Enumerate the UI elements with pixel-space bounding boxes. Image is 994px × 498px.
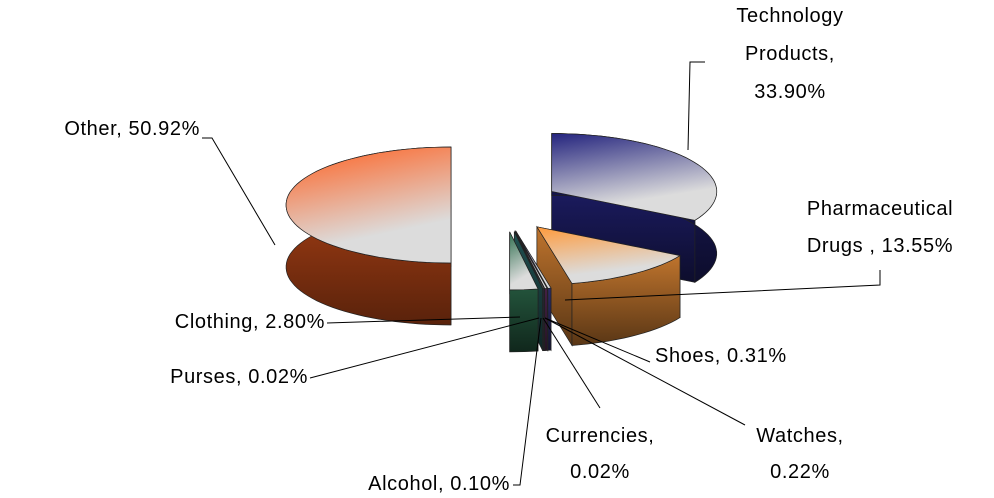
slice-top xyxy=(551,133,718,221)
leader-line xyxy=(326,316,521,324)
slice xyxy=(536,225,681,347)
slice-top xyxy=(513,231,544,290)
data-label: Currencies, 0.02% xyxy=(546,425,655,483)
slice-top xyxy=(509,231,539,291)
leader-line xyxy=(687,61,705,151)
data-label: Alcohol, 0.10% xyxy=(368,473,510,495)
slice-top xyxy=(285,146,452,264)
leader-line xyxy=(544,317,651,363)
slice-top xyxy=(536,226,681,284)
leader-line xyxy=(564,270,881,301)
slice-top xyxy=(514,231,548,289)
slice xyxy=(509,231,539,353)
slice-wall xyxy=(509,288,539,353)
data-label: Watches, 0.22% xyxy=(756,425,843,483)
data-label: Purses, 0.02% xyxy=(170,366,308,388)
leader-line xyxy=(542,317,601,409)
data-label: Other, 50.92% xyxy=(64,118,200,140)
data-label: Technology Products, 33.90% xyxy=(736,5,843,103)
data-label: Clothing, 2.80% xyxy=(175,311,325,333)
data-label: Pharmaceutical Drugs , 13.55% xyxy=(807,198,953,257)
leader-line xyxy=(544,317,746,426)
slice-top xyxy=(515,231,552,289)
data-label: Shoes, 0.31% xyxy=(655,345,787,367)
leader-line xyxy=(202,137,276,246)
leader-line xyxy=(513,317,542,486)
slice xyxy=(285,146,452,326)
leader-line xyxy=(309,317,540,379)
